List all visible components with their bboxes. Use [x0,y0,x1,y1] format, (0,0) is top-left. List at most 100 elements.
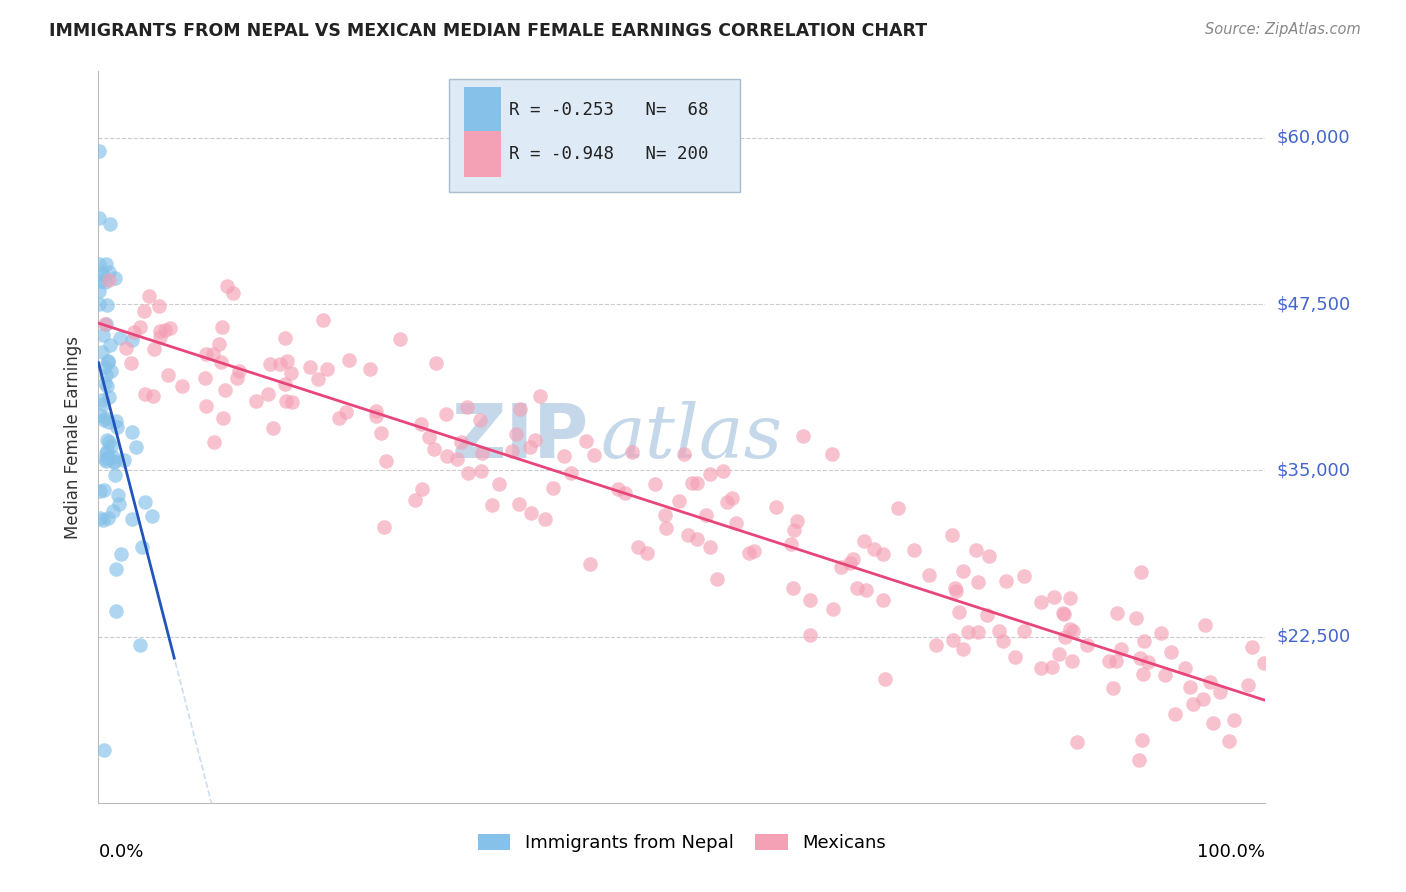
Point [1154,668,1177,682]
Point [121,512,143,526]
Point [799,593,821,607]
Point [91,392,114,407]
Point [91,397,114,411]
Point [312,312,335,326]
Point [89,297,111,311]
Point [668,493,690,508]
Point [681,476,703,491]
FancyBboxPatch shape [449,78,741,192]
Point [1076,638,1098,652]
Point [481,498,503,512]
Point [212,410,235,425]
Text: R = -0.253   N=  68: R = -0.253 N= 68 [509,101,709,120]
Point [201,347,224,361]
Point [1053,607,1076,621]
Point [280,366,302,380]
Point [1129,651,1152,665]
Point [830,560,852,574]
Point [967,625,990,640]
Point [90,266,112,280]
Point [103,271,125,285]
Point [245,394,267,409]
Point [257,387,280,401]
Point [315,362,337,376]
Point [335,405,357,419]
Point [96,444,118,458]
Legend: Immigrants from Nepal, Mexicans: Immigrants from Nepal, Mexicans [471,827,893,860]
Point [87,211,110,225]
Point [1012,624,1035,639]
Point [470,464,492,478]
Point [404,493,426,508]
Point [1101,681,1123,696]
Point [724,516,747,531]
Point [89,484,111,499]
Point [792,429,814,443]
Point [98,265,121,279]
Point [337,353,360,368]
Point [716,495,738,509]
Point [655,521,678,535]
Point [621,444,644,458]
Point [925,638,948,652]
Point [328,410,350,425]
Point [97,450,120,465]
Point [1129,565,1152,579]
Point [434,407,457,421]
Point [875,672,897,686]
Point [107,488,129,502]
Point [373,520,395,534]
Point [94,360,117,375]
Point [94,317,117,331]
Text: $47,500: $47,500 [1277,295,1351,313]
Point [533,511,555,525]
Point [105,419,128,434]
Point [121,333,143,347]
Point [100,439,122,453]
Point [450,434,472,449]
Point [488,477,510,491]
Point [456,400,478,414]
Point [676,528,699,542]
Point [1047,647,1070,661]
Point [1004,650,1026,665]
Point [471,446,494,460]
Point [1202,715,1225,730]
Point [501,443,523,458]
Point [699,540,721,554]
Point [87,144,110,158]
Point [148,300,170,314]
Point [1160,645,1182,659]
Point [155,323,177,337]
Point [644,477,666,491]
Point [976,607,998,622]
Point [112,453,135,467]
Text: Source: ZipAtlas.com: Source: ZipAtlas.com [1205,22,1361,37]
Point [94,317,117,331]
Point [509,402,531,417]
Point [96,446,118,460]
Point [1052,607,1074,621]
Point [274,376,297,391]
Point [89,511,111,525]
Point [995,574,1018,589]
Point [108,498,131,512]
Point [194,399,217,413]
Point [299,359,322,374]
Point [783,523,806,537]
Point [195,347,218,361]
Point [993,634,1015,648]
Point [918,568,941,582]
Point [1066,735,1088,749]
Point [965,543,987,558]
Point [1031,661,1053,675]
Point [97,510,120,524]
Point [138,289,160,303]
Point [96,297,118,311]
Point [93,412,115,426]
Point [281,395,304,409]
Point [1150,625,1173,640]
Point [97,355,120,369]
Point [93,451,115,466]
Point [131,540,153,554]
